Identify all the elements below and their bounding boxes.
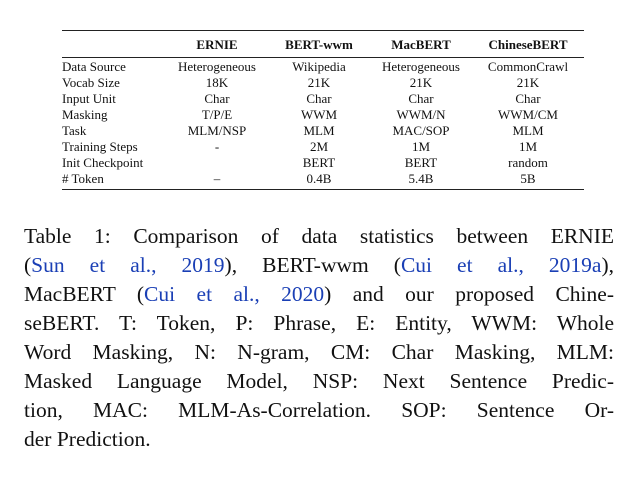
table-cell: Char <box>204 90 230 106</box>
table-cell: 1M <box>411 138 431 154</box>
table-cell: Heterogeneous <box>178 58 256 74</box>
table-cell: CommonCrawl <box>487 58 569 74</box>
table-cell: 1M <box>518 138 538 154</box>
row-label: Task <box>62 122 87 138</box>
caption-line: MacBERT (Cui et al., 2020) and our propo… <box>24 280 614 309</box>
citation-link-sun-2019[interactable]: Sun et al., 2019 <box>31 253 225 277</box>
table-cell: WWM/N <box>396 106 446 122</box>
row-label: Vocab Size <box>62 74 120 90</box>
caption-text: ), <box>601 253 615 277</box>
table-cell: T/P/E <box>201 106 233 122</box>
table-cell: 21K <box>516 74 540 90</box>
table-cell: Char <box>306 90 332 106</box>
row-label: Masking <box>62 106 108 122</box>
table-row: Data Source Heterogeneous Wikipedia Hete… <box>62 58 584 74</box>
table-cell: MLM <box>512 122 544 138</box>
table-cell: Char <box>515 90 541 106</box>
row-label: Input Unit <box>62 90 116 106</box>
caption-line: Masked Language Model, NSP: Next Sentenc… <box>24 369 614 393</box>
table-cell: - <box>214 138 220 154</box>
header-cell-empty <box>62 31 166 57</box>
header-cell-chinesebert: ChineseBERT <box>488 37 568 52</box>
caption-line: tion, MAC: MLM-As-Correlation. SOP: Sent… <box>24 398 614 422</box>
table-cell: BERT <box>404 154 438 170</box>
comparison-table: ERNIE BERT-wwm MacBERT ChineseBERT Data … <box>62 30 584 190</box>
row-label: Init Checkpoint <box>62 154 144 170</box>
table-row: Training Steps - 2M 1M 1M <box>62 138 584 154</box>
citation-link-cui-2020[interactable]: Cui et al., 2020 <box>144 282 325 306</box>
table-cell: 0.4B <box>306 170 332 186</box>
table-cell: 21K <box>409 74 433 90</box>
table-cell: random <box>508 154 548 170</box>
caption-text: MacBERT ( <box>24 282 145 306</box>
table-cell: MLM/NSP <box>187 122 247 138</box>
caption-text: Table 1: Comparison of data statistics b… <box>24 224 614 248</box>
citation-link-cui-2019a[interactable]: Cui et al., 2019a <box>400 253 602 277</box>
table-caption: Table 1: Comparison of data statistics b… <box>24 222 614 454</box>
caption-line: Word Masking, N: N-gram, CM: Char Maskin… <box>24 340 614 364</box>
row-label: Training Steps <box>62 138 138 154</box>
header-cell-macbert: MacBERT <box>391 37 451 52</box>
table-cell: Heterogeneous <box>382 58 460 74</box>
table-cell: WWM <box>300 106 338 122</box>
caption-line: Table 1: Comparison of data statistics b… <box>24 222 614 251</box>
caption-line: der Prediction. <box>24 427 151 451</box>
table-cell: MAC/SOP <box>392 122 450 138</box>
caption-text: ) and our proposed Chine- <box>324 282 614 306</box>
table-cell: Wikipedia <box>292 58 346 74</box>
bottom-rule <box>62 189 584 190</box>
caption-line: seBERT. T: Token, P: Phrase, E: Entity, … <box>24 311 614 335</box>
table-cell: 2M <box>309 138 329 154</box>
table-cell: 5B <box>520 170 536 186</box>
caption-text: ( <box>24 253 32 277</box>
table-row: Task MLM/NSP MLM MAC/SOP MLM <box>62 122 584 138</box>
table-cell: BERT <box>302 154 336 170</box>
header-cell-bert-wwm: BERT-wwm <box>285 37 353 52</box>
top-rule <box>62 30 584 31</box>
caption-line: (Sun et al., 2019), BERT-wwm (Cui et al.… <box>24 251 614 280</box>
table-cell: MLM <box>303 122 335 138</box>
table-cell: 5.4B <box>408 170 434 186</box>
table-row: Init Checkpoint BERT BERT random <box>62 154 584 170</box>
table-cell: WWM/CM <box>498 106 558 122</box>
header-row: ERNIE BERT-wwm MacBERT ChineseBERT <box>62 31 584 57</box>
header-rule <box>62 57 584 58</box>
row-label: # Token <box>62 170 104 186</box>
table-cell: Char <box>408 90 434 106</box>
table-cell <box>166 154 268 170</box>
table-cell: – <box>213 170 221 186</box>
table-row: # Token – 0.4B 5.4B 5B <box>62 170 584 189</box>
data-table: ERNIE BERT-wwm MacBERT ChineseBERT Data … <box>62 31 584 189</box>
row-label: Data Source <box>62 58 126 74</box>
table-cell: 18K <box>205 74 229 90</box>
table-row: Input Unit Char Char Char Char <box>62 90 584 106</box>
table-row: Vocab Size 18K 21K 21K 21K <box>62 74 584 90</box>
table-cell: 21K <box>307 74 331 90</box>
header-cell-ernie: ERNIE <box>196 37 238 52</box>
table-row: Masking T/P/E WWM WWM/N WWM/CM <box>62 106 584 122</box>
caption-text: ), BERT-wwm ( <box>224 253 401 277</box>
